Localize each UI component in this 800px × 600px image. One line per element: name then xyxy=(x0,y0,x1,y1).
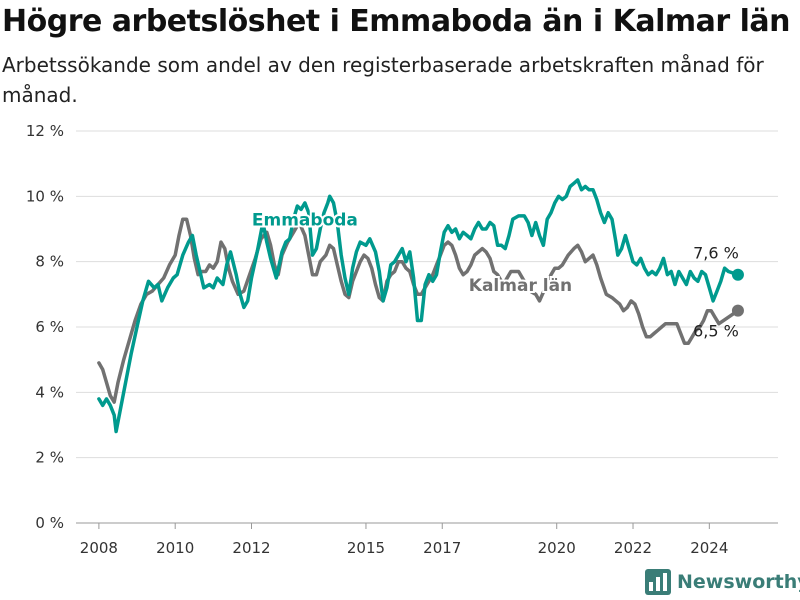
newsworthy-logo-icon xyxy=(645,569,671,595)
x-tick-label: 2015 xyxy=(347,539,385,557)
kalmar-end-label: 6,5 % xyxy=(693,322,739,341)
emmaboda-series-label: Emmaboda xyxy=(252,211,358,231)
chart-subtitle: Arbetssökande som andel av den registerb… xyxy=(2,53,764,107)
y-tick-label: 4 % xyxy=(35,383,64,401)
y-tick-label: 2 % xyxy=(35,449,64,467)
y-tick-label: 6 % xyxy=(35,318,64,336)
x-tick-label: 2024 xyxy=(690,539,728,557)
x-tick-label: 2012 xyxy=(232,539,270,557)
x-tick-label: 2020 xyxy=(538,539,576,557)
brand-logo: Newsworthy xyxy=(645,569,800,595)
kalmar-series-line xyxy=(97,217,740,404)
x-tick-label: 2010 xyxy=(156,539,194,557)
brand-name: Newsworthy xyxy=(677,571,800,593)
y-tick-label: 0 % xyxy=(35,514,64,532)
kalmar-series-label: Kalmar län xyxy=(469,276,572,296)
x-tick-label: 2022 xyxy=(614,539,652,557)
emmaboda-end-point xyxy=(731,268,744,281)
emmaboda-end-label: 7,6 % xyxy=(693,244,739,263)
x-tick-label: 2017 xyxy=(423,539,461,557)
x-tick-label: 2008 xyxy=(80,539,118,557)
kalmar-end-point xyxy=(731,304,744,317)
emmaboda-series-line xyxy=(97,178,740,434)
chart-title: Högre arbetslöshet i Emmaboda än i Kalma… xyxy=(2,4,790,39)
y-tick-label: 8 % xyxy=(35,253,64,271)
y-tick-label: 10 % xyxy=(26,187,64,205)
y-tick-label: 12 % xyxy=(26,122,64,140)
